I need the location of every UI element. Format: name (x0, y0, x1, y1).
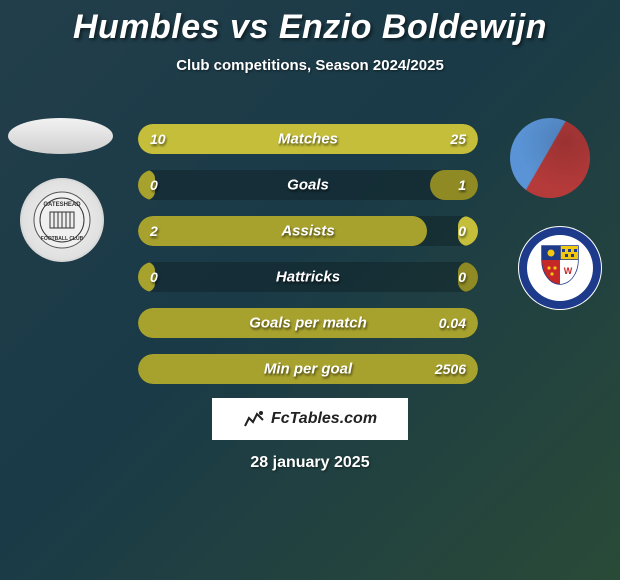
club-right-crest: W (518, 226, 602, 310)
stat-fill-left (138, 216, 427, 246)
subtitle: Club competitions, Season 2024/2025 (0, 57, 620, 74)
svg-text:GATESHEAD: GATESHEAD (43, 202, 81, 208)
stats-chart: Matches1025 Goals01 Assists20 Hattricks00 Go… (138, 124, 478, 400)
page-title: Humbles vs Enzio Boldewijn (0, 0, 620, 47)
stat-row: Min per goal2506 (138, 354, 478, 384)
stat-row: Hattricks00 (138, 262, 478, 292)
stat-fill-right (138, 124, 478, 154)
stat-row: Goals per match0.04 (138, 308, 478, 338)
fctables-logo: FcTables.com (212, 398, 408, 440)
club-left-crest: GATESHEAD FOOTBALL CLUB (20, 178, 104, 262)
stat-track (138, 124, 478, 154)
stat-track (138, 216, 478, 246)
svg-text:FOOTBALL CLUB: FOOTBALL CLUB (41, 236, 84, 242)
stat-row: Assists20 (138, 216, 478, 246)
player-left-name: Humbles (73, 8, 220, 46)
stat-track (138, 354, 478, 384)
fctables-logo-icon (243, 410, 265, 428)
wealdstone-crest-icon: W (518, 226, 602, 310)
stat-fill-left (138, 308, 478, 338)
stat-fill-left (138, 170, 155, 200)
player-right-avatar (510, 118, 590, 198)
svg-text:W: W (564, 266, 573, 276)
fctables-logo-text: FcTables.com (271, 410, 377, 428)
stat-fill-left (138, 354, 478, 384)
stat-track (138, 308, 478, 338)
stat-fill-right (458, 262, 478, 292)
stat-fill-right (430, 170, 478, 200)
player-right-name: Enzio Boldewijn (279, 8, 547, 46)
date-text: 28 january 2025 (0, 454, 620, 472)
vs-separator: vs (230, 8, 269, 46)
stat-row: Goals01 (138, 170, 478, 200)
stat-fill-right (458, 216, 478, 246)
stat-track (138, 170, 478, 200)
player-left-avatar (8, 118, 113, 154)
stat-row: Matches1025 (138, 124, 478, 154)
stat-fill-left (138, 262, 155, 292)
stat-track (138, 262, 478, 292)
gateshead-crest-icon: GATESHEAD FOOTBALL CLUB (32, 190, 92, 250)
